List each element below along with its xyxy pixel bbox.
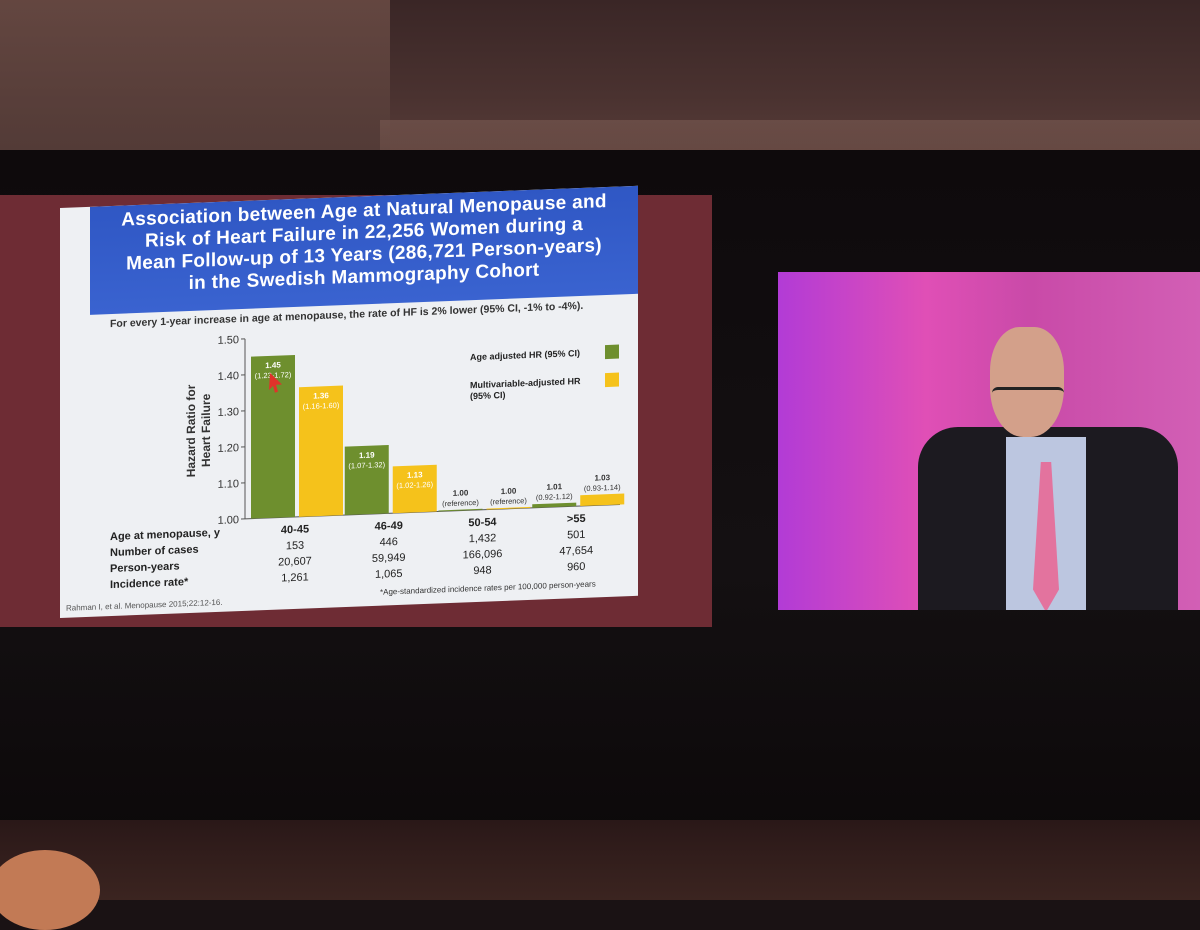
y-axis-title: Hazard Ratio forHeart Failure — [184, 383, 213, 477]
table-cell: >55 — [567, 513, 586, 526]
carpet-floor — [0, 820, 1200, 900]
ci-label: (reference) — [490, 496, 527, 506]
data-label: 1.00 — [453, 488, 469, 498]
legend-swatch — [605, 373, 619, 388]
data-label: 1.00 — [501, 486, 517, 496]
y-tick-label: 1.50 — [218, 334, 239, 347]
table-row-label: Age at menopause, y — [110, 527, 221, 543]
ci-label: (reference) — [442, 498, 479, 508]
ci-label: (1.16-1.60) — [303, 401, 340, 411]
table-cell: 153 — [286, 540, 304, 553]
y-tick-label: 1.20 — [218, 442, 239, 455]
data-label: 1.03 — [594, 473, 610, 483]
data-label: 1.01 — [546, 482, 562, 492]
legend-label: Multivariable-adjusted HR(95% CI) — [470, 376, 581, 401]
y-tick-label: 1.10 — [218, 478, 239, 491]
speaker-video-screen — [778, 272, 1200, 610]
ci-label: (1.07-1.32) — [348, 460, 385, 470]
table-cell: 501 — [567, 529, 585, 542]
table-cell: 948 — [473, 564, 491, 577]
table-cell: 1,261 — [281, 571, 309, 584]
slide-title: Association between Age at Natural Menop… — [90, 186, 638, 315]
table-cell: 50-54 — [468, 516, 497, 529]
table-row-label: Incidence rate* — [110, 576, 189, 591]
ci-label: (0.92-1.12) — [536, 492, 573, 502]
ci-label: (0.93-1.14) — [584, 483, 621, 493]
table-cell: 46-49 — [375, 520, 403, 533]
table-cell: 59,949 — [372, 552, 406, 565]
table-row-label: Person-years — [110, 560, 180, 575]
y-tick-label: 1.40 — [218, 370, 239, 383]
table-cell: 960 — [567, 561, 585, 574]
legend-swatch — [605, 345, 619, 360]
table-cell: 1,065 — [375, 568, 403, 581]
data-label: 1.36 — [313, 391, 329, 401]
speaker-head — [990, 327, 1064, 437]
y-tick-label: 1.30 — [218, 406, 239, 419]
table-cell: 47,654 — [559, 545, 593, 558]
audience-head — [0, 850, 100, 930]
table-cell: 1,432 — [469, 532, 497, 545]
data-label: 1.19 — [359, 450, 375, 460]
y-tick-label: 1.00 — [218, 514, 239, 527]
speaker-glasses — [992, 387, 1064, 406]
table-cell: 446 — [380, 536, 398, 549]
presentation-slide: Association between Age at Natural Menop… — [60, 186, 638, 618]
hazard-ratio-chart: 1.00 1.10 1.20 1.30 1.40 1.50 Hazard Ratio for… — [60, 304, 638, 606]
table-row-label: Number of cases — [110, 544, 199, 559]
data-label: 1.13 — [407, 470, 423, 480]
table-cell: 166,096 — [463, 548, 503, 562]
table-cell: 20,607 — [278, 555, 312, 568]
table-cell: 40-45 — [281, 523, 309, 536]
ci-label: (1.02-1.26) — [396, 480, 433, 490]
bar-multivariable — [580, 494, 624, 506]
legend-label: Age adjusted HR (95% CI) — [470, 348, 580, 362]
data-label: 1.45 — [265, 360, 281, 370]
